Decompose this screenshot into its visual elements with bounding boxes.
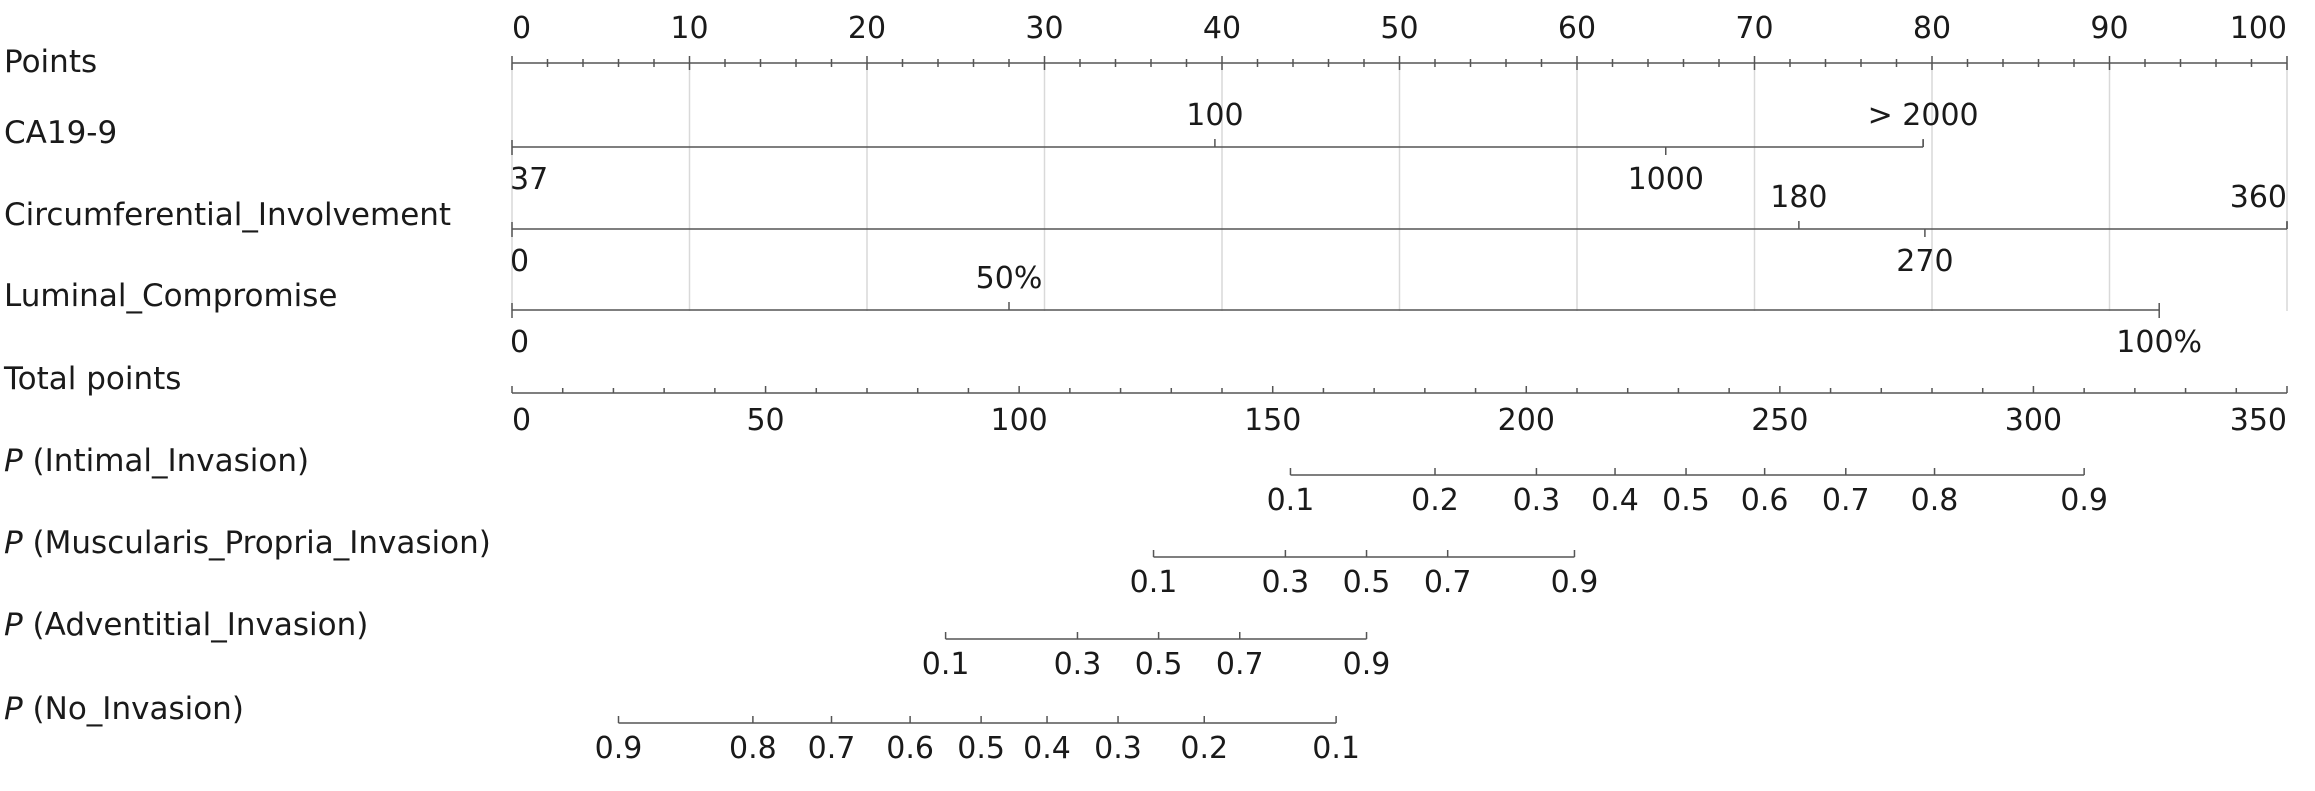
outcome-tick-label: 0.2 <box>1180 731 1228 766</box>
points-tick-label: 90 <box>2090 11 2128 46</box>
outcome-tick-label: 0.8 <box>729 731 777 766</box>
outcome-tick-label: 0.3 <box>1094 731 1142 766</box>
outcome-tick-label: 0.9 <box>595 731 643 766</box>
outcome-tick-label: 0.1 <box>922 647 970 682</box>
total-points-tick-label: 300 <box>2005 403 2062 438</box>
outcome-tick-label: 0.5 <box>1343 565 1391 600</box>
predictor-value-label: 50% <box>976 261 1043 296</box>
predictor-value-label: 37 <box>510 162 548 197</box>
outcome-prefix: P <box>4 607 23 643</box>
outcome-name: (No_Invasion) <box>23 691 244 727</box>
outcome-tick-label: 0.8 <box>1911 483 1959 518</box>
total-points-row-label: Total points <box>3 361 181 397</box>
outcome-tick-label: 0.2 <box>1411 483 1459 518</box>
points-tick-label: 50 <box>1380 11 1418 46</box>
predictor-value-label: 180 <box>1770 180 1827 215</box>
total-points-tick-label: 150 <box>1244 403 1301 438</box>
total-points-tick-label: 250 <box>1751 403 1808 438</box>
total-points-tick-label: 100 <box>991 403 1048 438</box>
points-tick-label: 100 <box>2230 11 2287 46</box>
points-tick-label: 10 <box>670 11 708 46</box>
total-points-tick-label: 0 <box>512 403 531 438</box>
total-points-tick-label: 350 <box>2230 403 2287 438</box>
predictor-value-label: 0 <box>510 325 529 360</box>
outcome-tick-label: 0.4 <box>1591 483 1639 518</box>
outcome-tick-label: 0.9 <box>1343 647 1391 682</box>
outcome-name: (Muscularis_Propria_Invasion) <box>23 525 491 561</box>
outcome-tick-label: 0.7 <box>1424 565 1472 600</box>
outcome-label: P (Muscularis_Propria_Invasion) <box>4 525 491 561</box>
outcome-label: P (No_Invasion) <box>4 691 244 727</box>
outcome-name: (Adventitial_Invasion) <box>23 607 369 643</box>
predictor-value-label: 360 <box>2230 180 2287 215</box>
points-tick-label: 20 <box>848 11 886 46</box>
predictor-value-label: 0 <box>510 244 529 279</box>
outcome-label: P (Intimal_Invasion) <box>4 443 309 479</box>
outcome-tick-label: 0.5 <box>1135 647 1183 682</box>
predictor-label: Circumferential_Involvement <box>4 197 451 233</box>
outcome-prefix: P <box>4 691 23 727</box>
predictor-value-label: > 2000 <box>1868 98 1979 133</box>
nomogram-rows: Points 0 10 20 30 40 50 60 70 80 90 100 CA19-9 37 100 1… <box>3 11 2288 766</box>
outcome-tick-label: 0.3 <box>1054 647 1102 682</box>
outcome-tick-label: 0.1 <box>1130 565 1178 600</box>
points-tick-label: 70 <box>1735 11 1773 46</box>
outcome-tick-label: 0.4 <box>1023 731 1071 766</box>
predictor-value-label: 1000 <box>1628 162 1704 197</box>
outcome-tick-label: 0.5 <box>957 731 1005 766</box>
outcome-prefix: P <box>4 443 23 479</box>
outcome-tick-label: 0.9 <box>2060 483 2108 518</box>
outcome-tick-label: 0.1 <box>1267 483 1315 518</box>
points-tick-label: 80 <box>1913 11 1951 46</box>
predictor-value-label: 100% <box>2116 325 2202 360</box>
outcome-tick-label: 0.7 <box>1216 647 1264 682</box>
points-row-label: Points <box>4 44 97 80</box>
outcome-tick-label: 0.1 <box>1312 731 1360 766</box>
grid-lines <box>511 63 2288 311</box>
predictor-label: Luminal_Compromise <box>4 278 338 314</box>
outcome-tick-label: 0.6 <box>1741 483 1789 518</box>
points-tick-label: 30 <box>1025 11 1063 46</box>
outcome-tick-label: 0.5 <box>1662 483 1710 518</box>
total-points-tick-label: 200 <box>1498 403 1555 438</box>
points-tick-label: 40 <box>1203 11 1241 46</box>
predictor-value-label: 100 <box>1186 98 1243 133</box>
predictor-value-label: 270 <box>1896 244 1953 279</box>
outcome-tick-label: 0.9 <box>1551 565 1599 600</box>
predictor-label: CA19-9 <box>4 115 117 151</box>
outcome-tick-label: 0.3 <box>1262 565 1310 600</box>
outcome-tick-label: 0.3 <box>1513 483 1561 518</box>
outcome-prefix: P <box>4 525 23 561</box>
points-tick-label: 60 <box>1558 11 1596 46</box>
total-points-tick-label: 50 <box>746 403 784 438</box>
outcome-tick-label: 0.6 <box>886 731 934 766</box>
outcome-tick-label: 0.7 <box>1822 483 1870 518</box>
outcome-tick-label: 0.7 <box>808 731 856 766</box>
points-tick-label: 0 <box>512 11 531 46</box>
outcome-name: (Intimal_Invasion) <box>23 443 309 479</box>
outcome-label: P (Adventitial_Invasion) <box>4 607 368 643</box>
